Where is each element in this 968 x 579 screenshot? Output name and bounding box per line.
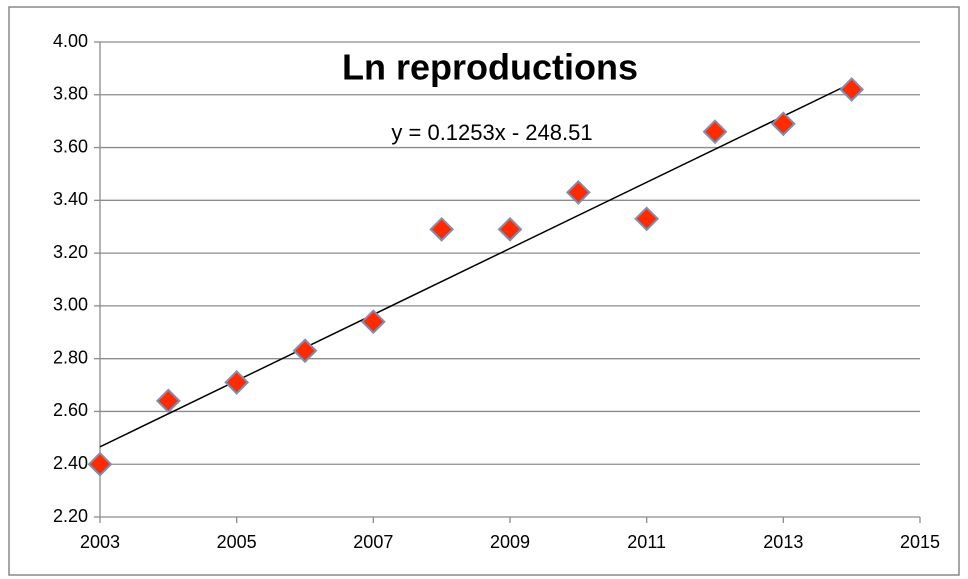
x-tick-label: 2013 xyxy=(763,532,803,552)
chart-title: Ln reproductions xyxy=(342,47,638,88)
x-tick-label: 2011 xyxy=(627,532,666,552)
marker xyxy=(634,206,660,232)
y-tick-label: 3.80 xyxy=(53,84,88,104)
trendline-equation: y = 0.1253x - 248.51 xyxy=(391,120,592,145)
trendline xyxy=(99,82,852,448)
y-tick-label: 2.80 xyxy=(53,347,88,367)
marker xyxy=(429,216,455,242)
marker xyxy=(360,309,386,335)
y-tick-label: 3.40 xyxy=(53,189,88,209)
marker xyxy=(702,119,728,145)
x-tick-label: 2009 xyxy=(490,532,530,552)
y-tick-label: 2.20 xyxy=(53,506,88,526)
y-tick-label: 4.00 xyxy=(53,31,88,51)
chart-border xyxy=(8,6,960,576)
marker xyxy=(155,388,181,414)
y-tick-label: 2.60 xyxy=(53,400,88,420)
x-tick-label: 2007 xyxy=(353,532,393,552)
marker xyxy=(839,77,865,102)
marker xyxy=(565,180,591,205)
x-tick-label: 2015 xyxy=(900,532,940,552)
y-tick-label: 3.60 xyxy=(53,136,88,156)
y-tick-label: 3.20 xyxy=(53,242,88,262)
marker xyxy=(87,451,113,477)
marker xyxy=(224,370,250,395)
x-tick-label: 2003 xyxy=(80,532,120,552)
y-tick-label: 2.40 xyxy=(53,453,88,473)
x-tick-label: 2005 xyxy=(217,532,257,552)
marker xyxy=(292,338,318,364)
y-tick-label: 3.00 xyxy=(53,295,88,315)
marker xyxy=(770,111,796,137)
marker xyxy=(497,216,523,242)
